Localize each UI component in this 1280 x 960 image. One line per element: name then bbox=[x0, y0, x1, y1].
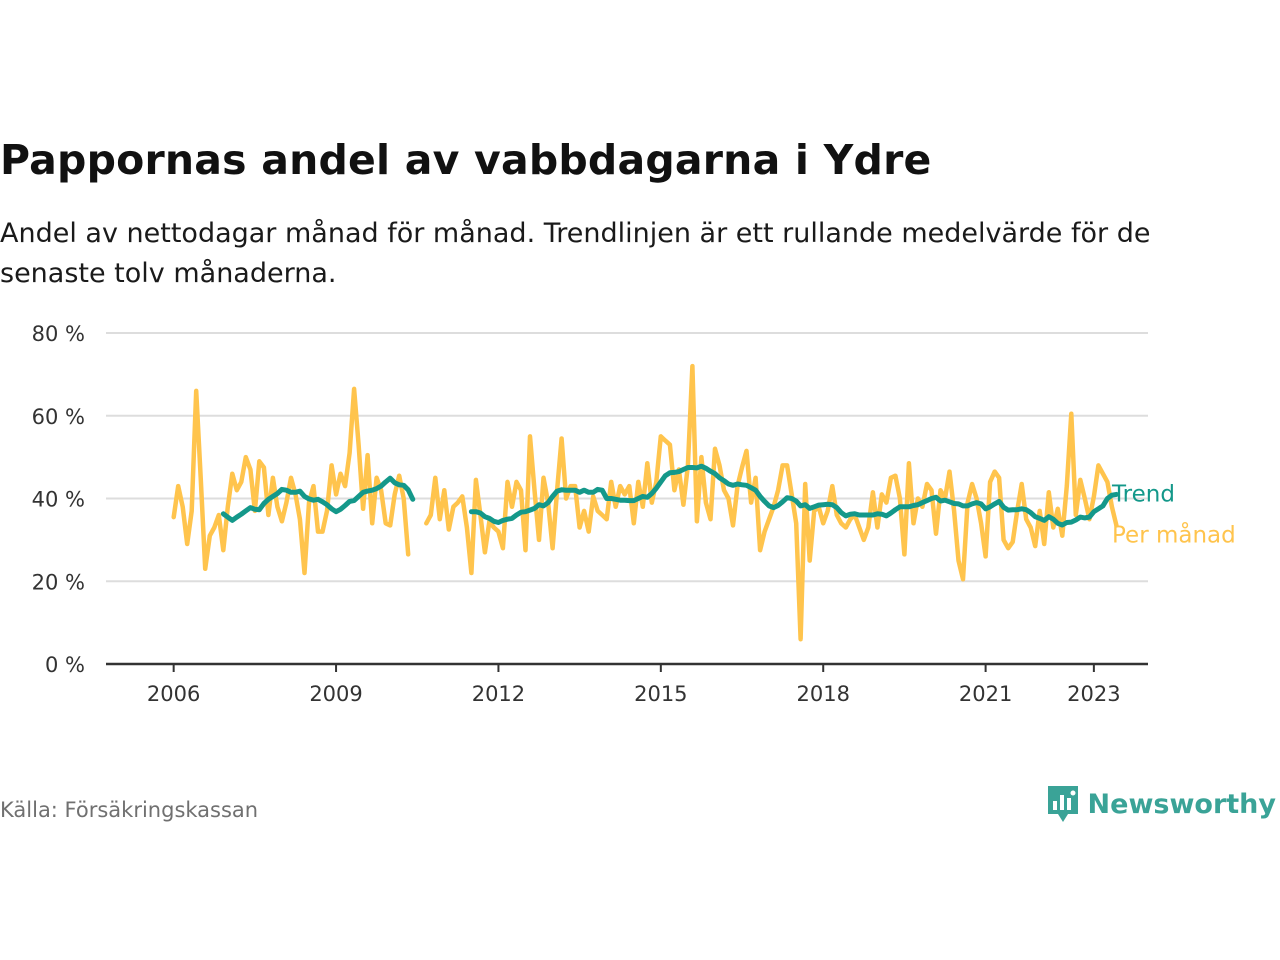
x-tick-label: 2012 bbox=[472, 682, 525, 706]
source-note: Källa: Försäkringskassan bbox=[0, 798, 259, 822]
y-tick-label: 20 % bbox=[32, 570, 85, 594]
line-chart: 0 % 20 % 40 % 60 % 80 % 2006 2009 2012 2015 2018… bbox=[32, 322, 1236, 706]
y-tick-label: 0 % bbox=[45, 653, 85, 677]
series-line-trend bbox=[220, 463, 1119, 528]
legend: Per månad Trend bbox=[1111, 481, 1236, 548]
brand-name: Newsworthy bbox=[1087, 788, 1276, 820]
y-tick-label: 40 % bbox=[32, 488, 85, 512]
grid-lines bbox=[106, 332, 1148, 583]
chart-title: Pappornas andel av vabbdagarna i Ydre bbox=[0, 136, 932, 184]
x-tick-label: 2018 bbox=[796, 682, 849, 706]
y-axis-ticks: 0 % 20 % 40 % 60 % 80 % bbox=[32, 322, 85, 677]
chart-subtitle: Andel av nettodagar månad för månad. Tre… bbox=[0, 218, 1151, 289]
x-axis: 2006 2009 2012 2015 2018 2021 2023 bbox=[106, 662, 1148, 706]
series-line-monthly bbox=[171, 363, 1119, 642]
x-tick-label: 2023 bbox=[1067, 682, 1120, 706]
x-tick-label: 2009 bbox=[309, 682, 362, 706]
brand-logo[interactable]: Newsworthy bbox=[1046, 784, 1276, 824]
x-tick-label: 2006 bbox=[147, 682, 200, 706]
newsworthy-logo-icon bbox=[1047, 786, 1078, 822]
legend-label-monthly: Per månad bbox=[1112, 520, 1236, 548]
legend-label-trend: Trend bbox=[1111, 481, 1175, 507]
x-tick-label: 2021 bbox=[959, 682, 1012, 706]
y-tick-label: 80 % bbox=[32, 322, 85, 346]
x-tick-label: 2015 bbox=[634, 682, 687, 706]
data-lines bbox=[171, 363, 1119, 642]
y-tick-label: 60 % bbox=[32, 405, 85, 429]
